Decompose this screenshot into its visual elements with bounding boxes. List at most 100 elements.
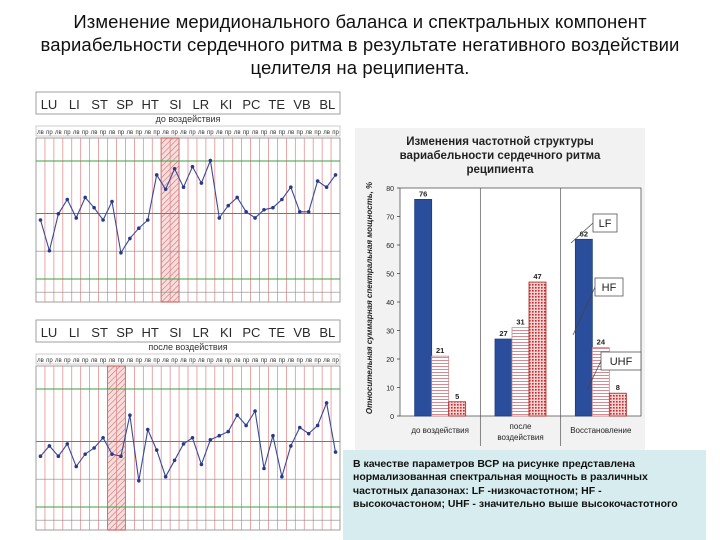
y-tick-label: 20 xyxy=(386,357,394,364)
side-label: пр xyxy=(46,130,53,136)
side-label: лв xyxy=(323,130,330,136)
slide-title: Изменение меридионального баланса и спек… xyxy=(40,11,680,78)
side-label: пр xyxy=(279,130,286,136)
meridian-point xyxy=(83,452,87,456)
meridian-point xyxy=(262,466,266,471)
meridian-point xyxy=(56,212,61,216)
chart-title-line-3: реципиента xyxy=(467,164,535,176)
meridian-charts: LU LI ST SP HT SI LR KI PC TE VB BL до воздействия лв… xyxy=(35,91,341,531)
side-label: лв xyxy=(37,130,44,136)
side-label: пр xyxy=(82,130,89,136)
spectral-bar-chart: Изменения частотной структуры вариабельн… xyxy=(355,128,645,454)
side-label: лв xyxy=(323,358,330,364)
meridian-point xyxy=(199,181,204,185)
meridian-point xyxy=(271,205,275,210)
meridian-point xyxy=(110,199,114,204)
meridian-chart-before: LU LI ST SP HT SI LR KI PC TE VB BL до воздействия лв… xyxy=(35,91,341,303)
meridian-point xyxy=(208,158,213,163)
side-label: пр xyxy=(82,358,89,364)
meridian-line xyxy=(39,158,336,255)
side-label: лв xyxy=(305,358,312,364)
meridian-label-si: SI xyxy=(169,97,181,112)
side-label: пр xyxy=(314,358,321,364)
side-label: пр xyxy=(46,358,53,364)
meridian-point xyxy=(306,210,311,214)
bar-chart-plot: 0 10 20 30 40 50 60 70 80 76 21 5 до воздействия 27 31… xyxy=(386,186,642,446)
meridian-point xyxy=(172,458,177,463)
meridian-point xyxy=(65,442,70,446)
meridian-point xyxy=(137,226,141,230)
meridian-point xyxy=(163,187,168,192)
meridian-point xyxy=(333,450,338,454)
meridian-point xyxy=(315,423,320,428)
meridian-point xyxy=(74,464,79,469)
meridian-point xyxy=(190,164,195,169)
meridian-point xyxy=(145,218,150,222)
side-label: лв xyxy=(234,358,241,364)
side-label: пр xyxy=(261,358,268,364)
chart-title-line-1: Изменения частотной структуры xyxy=(406,136,594,148)
meridian-point xyxy=(65,197,70,202)
bar-hf xyxy=(511,327,530,417)
meridian-point xyxy=(154,448,159,452)
bar-hf xyxy=(431,355,450,417)
callout-box xyxy=(594,277,624,297)
meridian-point xyxy=(92,205,96,210)
meridian-point xyxy=(217,216,222,220)
meridian-label-te: TE xyxy=(268,97,285,112)
side-label: пр xyxy=(314,130,321,136)
meridian-point xyxy=(244,210,248,214)
meridian-point xyxy=(154,173,159,177)
y-tick-label: 70 xyxy=(386,215,394,222)
side-label: пр xyxy=(118,358,125,364)
side-label: лв xyxy=(91,130,98,136)
callout-leader xyxy=(570,222,594,244)
side-label: пр xyxy=(243,358,250,364)
meridian-line xyxy=(40,400,337,481)
chart-title-line-2: вариабельности сердечного ритма xyxy=(400,150,601,162)
side-label: лв xyxy=(37,358,44,364)
meridian-point xyxy=(172,166,177,171)
side-label: лв xyxy=(73,358,80,364)
side-label: пр xyxy=(207,358,214,364)
callout-leader xyxy=(572,286,596,336)
meridian-point xyxy=(253,409,257,413)
side-label: пр xyxy=(64,130,71,136)
meridian-point xyxy=(181,442,186,446)
meridian-point xyxy=(119,251,123,255)
side-label: пр xyxy=(171,130,178,136)
meridian-point xyxy=(38,218,43,222)
bar-value-label: 8 xyxy=(616,383,620,392)
side-label: лв xyxy=(198,130,205,136)
side-label: пр xyxy=(171,358,178,364)
side-label: лв xyxy=(180,358,187,364)
meridian-label-bl: BL xyxy=(319,325,335,340)
side-label-row xyxy=(35,125,341,137)
meridian-point xyxy=(280,197,284,202)
side-label: пр xyxy=(207,130,214,136)
meridian-point xyxy=(190,435,195,440)
meridian-point xyxy=(101,435,105,440)
bar-uhf xyxy=(608,392,627,417)
side-label: лв xyxy=(287,358,294,364)
y-tick-label: 30 xyxy=(386,329,394,336)
y-tick-label: 0 xyxy=(390,414,394,421)
side-label: пр xyxy=(225,130,232,136)
meridian-label-ht: HT xyxy=(142,97,159,112)
y-tick-label: 10 xyxy=(386,386,394,393)
meridian-label-te: TE xyxy=(268,325,285,340)
meridian-label-st: ST xyxy=(91,97,108,112)
meridian-point xyxy=(56,454,61,459)
side-label: лв xyxy=(305,130,312,136)
side-label: пр xyxy=(153,130,160,136)
side-label: лв xyxy=(216,358,223,364)
meridian-point xyxy=(128,236,132,241)
side-label: пр xyxy=(189,130,196,136)
meridian-point xyxy=(271,433,275,438)
meridian-label-si: SI xyxy=(169,325,181,340)
side-label: пр xyxy=(153,358,160,364)
meridian-point xyxy=(199,462,204,467)
meridian-point xyxy=(92,446,96,450)
side-label: лв xyxy=(180,130,187,136)
side-label: пр xyxy=(136,130,143,136)
